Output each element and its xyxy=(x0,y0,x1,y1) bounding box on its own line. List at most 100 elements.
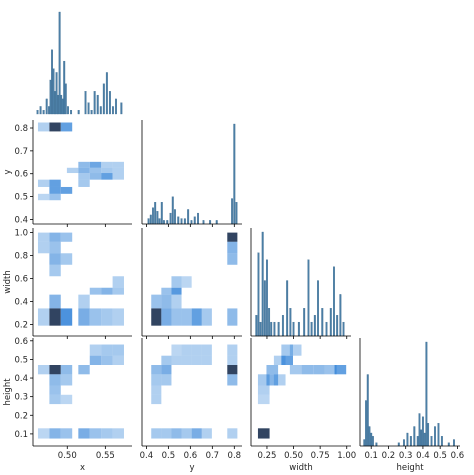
hist-bar-x xyxy=(112,106,114,115)
heatmap-cell xyxy=(78,308,90,326)
panel-spines xyxy=(32,338,132,447)
histogram-y xyxy=(147,123,238,225)
heatmap-cell xyxy=(257,385,270,395)
heatmap-cell xyxy=(273,374,286,386)
heatmap-cell xyxy=(151,365,162,375)
heatmap-cell xyxy=(112,308,124,326)
hist-bar-y xyxy=(183,218,186,225)
heatmap-cell xyxy=(181,276,192,288)
x-tick-label-x: 0.55 xyxy=(96,451,115,461)
hist-bar-y xyxy=(149,214,152,225)
x-tick-label-y: 0.5 xyxy=(162,451,176,461)
heatmap-cell xyxy=(227,241,238,254)
heatmap-cell xyxy=(171,428,182,439)
heatmap-cell xyxy=(171,287,182,295)
heatmap-cell xyxy=(161,365,172,375)
hist-bar-width xyxy=(342,321,345,337)
hist-bar-x xyxy=(52,68,55,115)
heatmap-cell xyxy=(227,374,238,386)
heatmap-cell xyxy=(89,344,102,356)
heatmap-cell xyxy=(301,365,314,375)
hist-bar-y xyxy=(235,202,238,225)
hist-bar-x xyxy=(45,98,48,115)
heatmap-cell xyxy=(161,355,172,365)
heatmap-y-height xyxy=(151,344,238,439)
hist-bar-width xyxy=(310,321,313,337)
hist-bar-height xyxy=(370,432,373,447)
y-tick-label-y: 0.4 xyxy=(14,215,28,225)
x-axis-label-width: width xyxy=(289,463,312,473)
hist-bar-width xyxy=(268,308,271,337)
heatmap-cell xyxy=(78,294,90,309)
y-axis-label-height: height xyxy=(3,378,13,406)
hist-bar-width xyxy=(261,231,264,337)
hist-bar-height xyxy=(416,436,419,447)
panel-spines xyxy=(32,120,132,225)
heatmap-cell xyxy=(89,308,102,326)
heatmap-cell xyxy=(191,355,202,365)
heatmap-cell xyxy=(37,193,50,201)
hist-bar-y xyxy=(169,212,172,225)
heatmap-cell xyxy=(37,232,50,242)
y-tick-label-height: 0.6 xyxy=(14,337,28,347)
hist-bar-x xyxy=(115,98,117,115)
hist-bar-height xyxy=(366,374,369,447)
heatmap-cell xyxy=(181,308,192,326)
hist-bar-width xyxy=(270,321,273,337)
heatmap-cell xyxy=(112,276,124,288)
heatmap-cell xyxy=(37,179,50,187)
heatmap-cell xyxy=(227,308,238,326)
x-tick-label-height: 0.4 xyxy=(416,451,430,461)
heatmap-cell xyxy=(78,365,90,375)
hist-bar-x xyxy=(60,94,63,115)
heatmap-cell xyxy=(49,253,61,265)
hist-bar-width xyxy=(317,280,319,337)
hist-bar-width xyxy=(266,259,268,337)
y-tick-label-width: 0.6 xyxy=(14,275,28,285)
heatmap-cell xyxy=(49,294,61,309)
hist-bar-width xyxy=(286,280,289,337)
hist-bar-x xyxy=(93,91,96,115)
panel-spines xyxy=(141,338,242,447)
heatmap-cell xyxy=(37,365,50,375)
x-axis-label-height: height xyxy=(396,463,424,473)
hist-bar-y xyxy=(171,196,174,225)
x-tick-label-y: 0.7 xyxy=(206,451,220,461)
heatmap-cell xyxy=(289,365,302,375)
hist-bar-y xyxy=(147,218,150,225)
heatmap-cell xyxy=(101,161,113,168)
heatmap-cell xyxy=(112,161,124,168)
panel-spines xyxy=(141,120,242,225)
y-tick-label-width: 0.2 xyxy=(14,321,28,331)
hist-bar-x xyxy=(87,102,90,115)
panel-spines xyxy=(250,338,351,447)
heatmap-cell xyxy=(171,276,182,288)
hist-bar-y xyxy=(166,220,169,225)
heatmap-cell xyxy=(334,365,347,375)
hist-bar-width xyxy=(336,315,339,337)
heatmap-cell xyxy=(60,428,73,439)
heatmap-cell xyxy=(49,193,61,201)
hist-bar-width xyxy=(339,294,342,337)
hist-bar-width xyxy=(329,308,332,337)
hist-bar-width xyxy=(263,280,266,337)
panel-spines xyxy=(141,228,242,337)
heatmap-cell xyxy=(151,294,162,309)
heatmap-cell xyxy=(112,344,124,356)
heatmap-cell xyxy=(227,344,238,356)
heatmap-cell xyxy=(201,308,212,326)
heatmap-cell xyxy=(227,428,238,439)
heatmap-cell xyxy=(60,374,73,386)
heatmap-cell xyxy=(201,344,212,356)
hist-bar-y xyxy=(177,216,180,225)
hist-bar-height xyxy=(421,416,424,447)
heatmap-cell xyxy=(201,355,212,365)
hist-bar-height xyxy=(430,436,433,447)
hist-bar-y xyxy=(193,216,196,225)
heatmap-cell xyxy=(89,173,102,180)
heatmap-cell xyxy=(49,374,61,386)
hist-bar-height xyxy=(437,423,440,447)
hist-bar-x xyxy=(61,98,64,115)
heatmap-cell xyxy=(181,428,192,439)
x-tick-label-height: 0.2 xyxy=(382,451,396,461)
